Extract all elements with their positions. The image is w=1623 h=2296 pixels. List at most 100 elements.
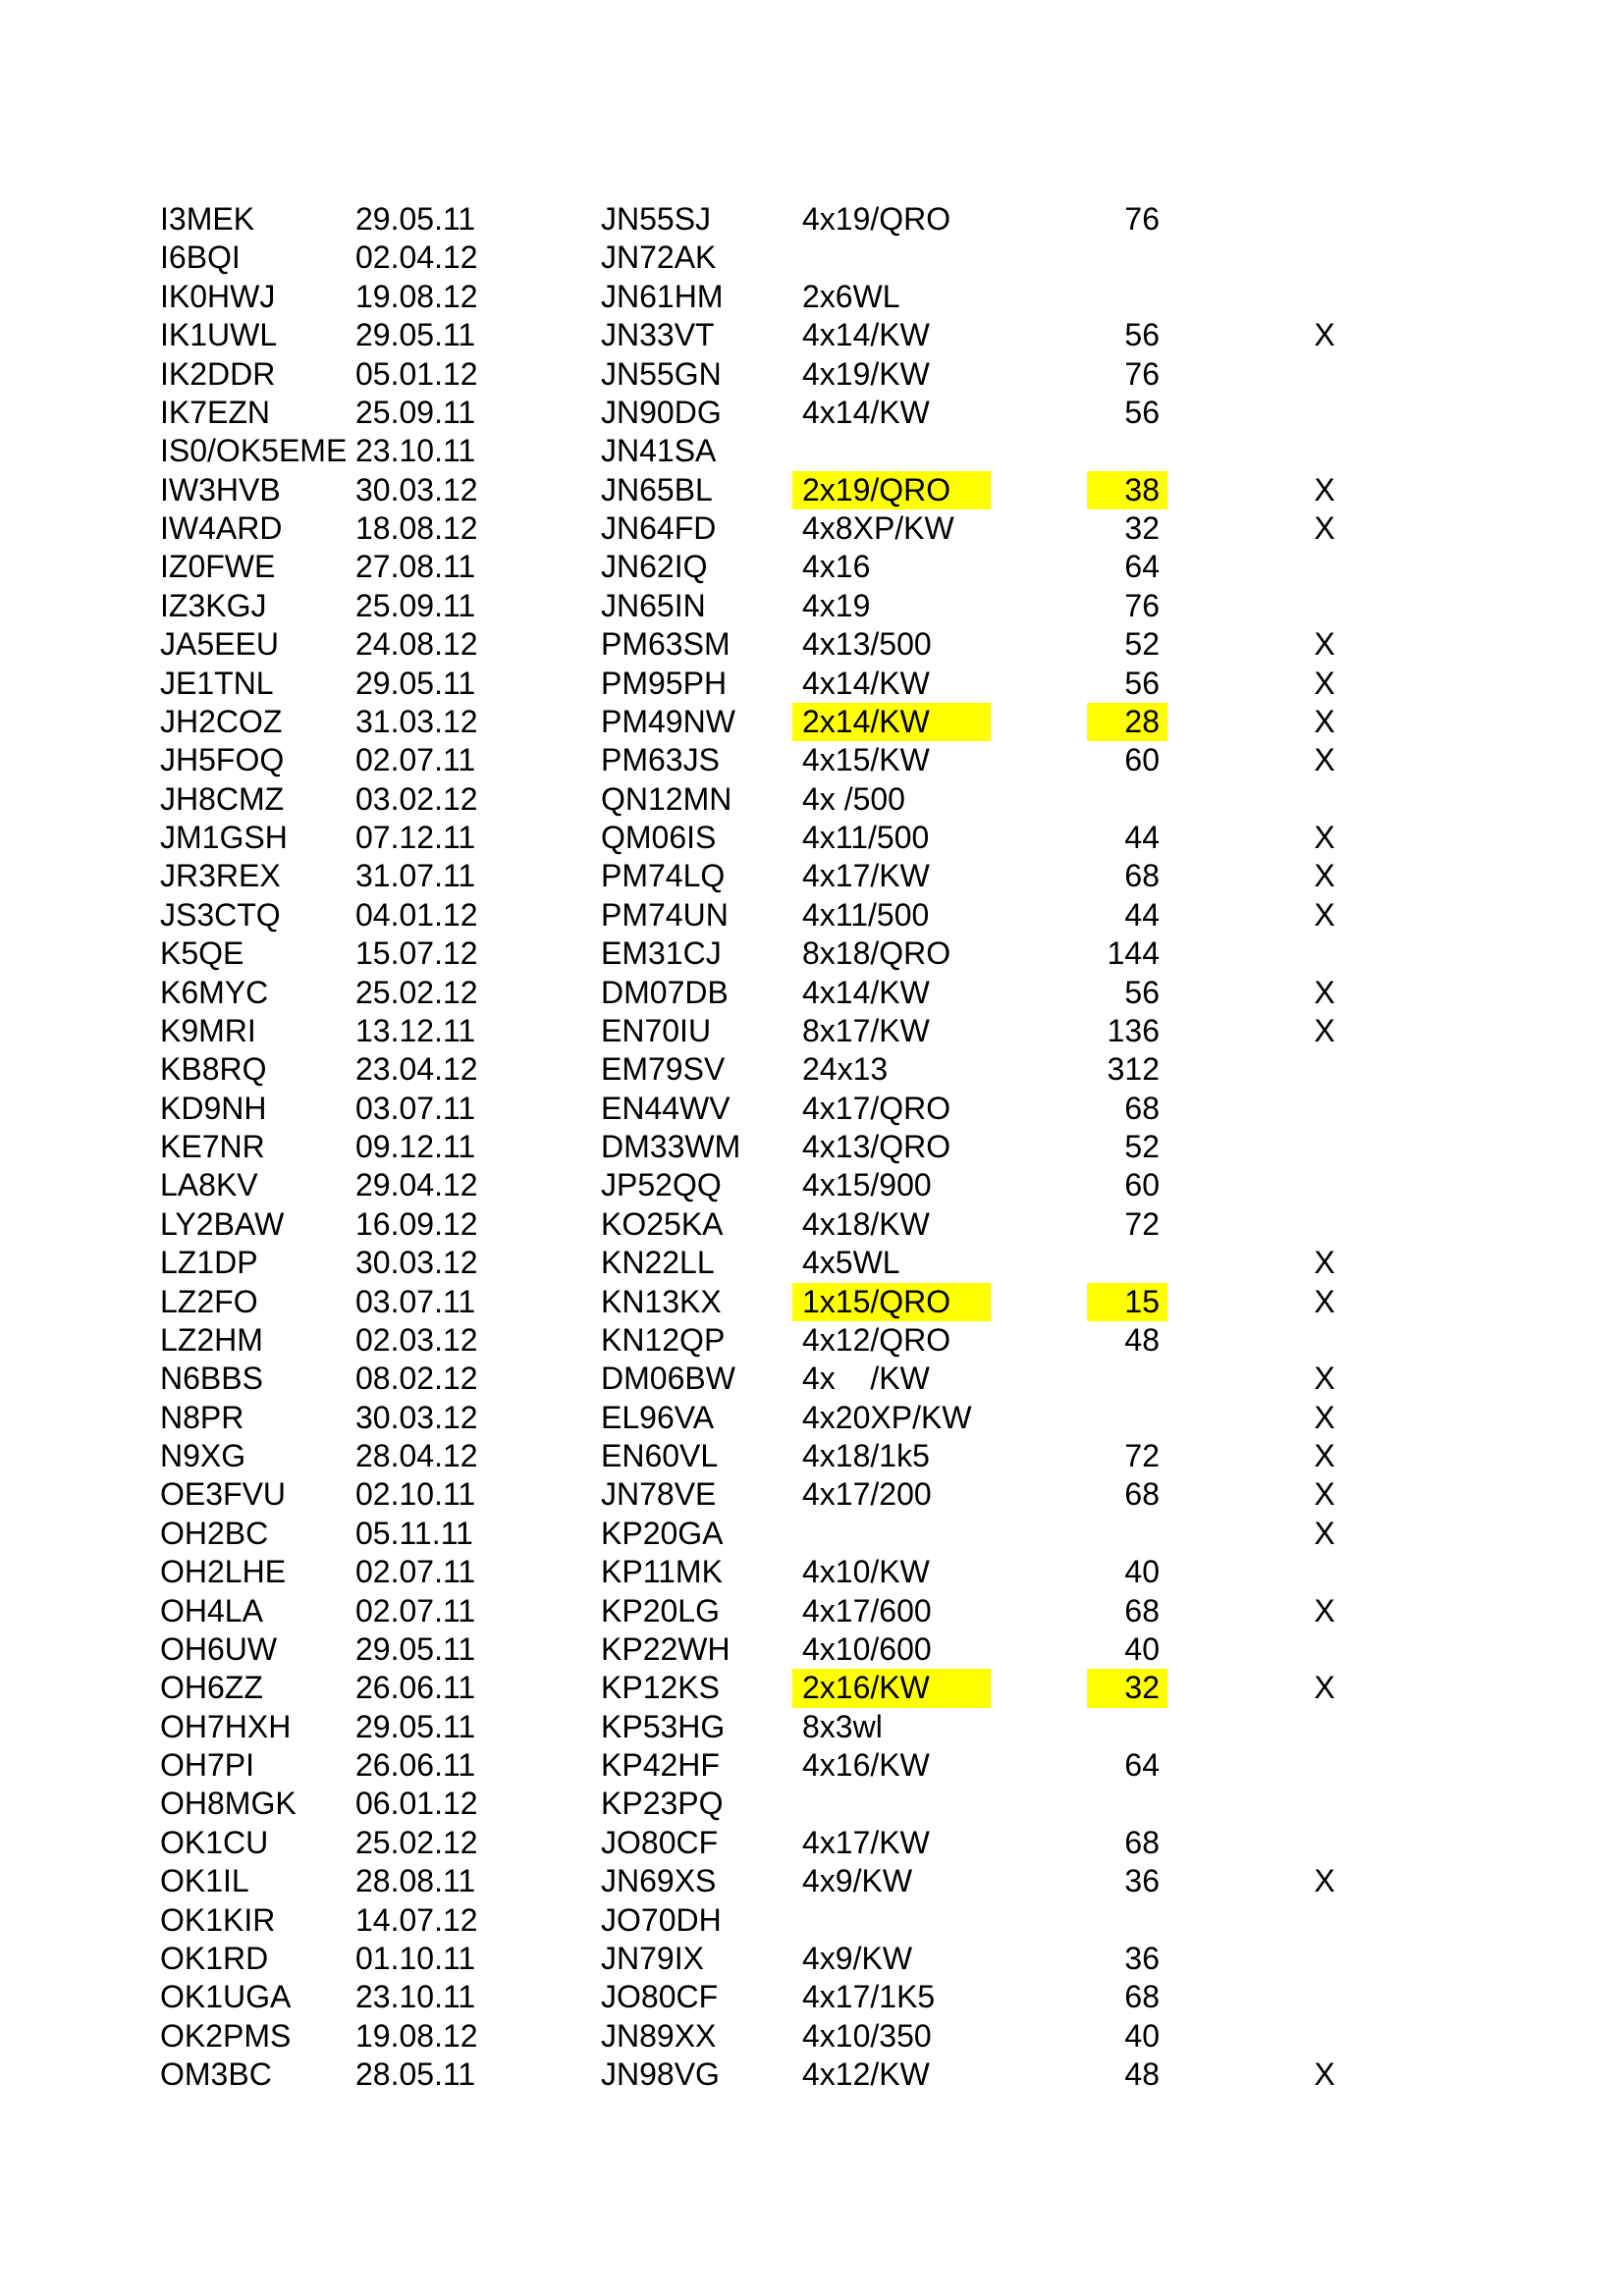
grid-locator-cell: PM74UN xyxy=(601,896,729,933)
table-row: K6MYC 25.02.12 DM07DB 4x14/KW 56 X xyxy=(0,974,1623,1012)
count-cell: 76 xyxy=(1124,201,1160,237)
date-cell: 01.10.11 xyxy=(355,1940,476,1976)
mark-cell: X xyxy=(1314,1476,1335,1513)
count-cell: 64 xyxy=(1124,549,1160,585)
callsign-cell: LZ1DP xyxy=(160,1245,258,1281)
mark-cell xyxy=(1305,1090,1344,1128)
callsign-cell: JE1TNL xyxy=(160,665,274,701)
antenna-power-cell: 4x11/500 xyxy=(802,820,930,855)
antenna-power-cell: 4x9/KW xyxy=(802,1863,913,1899)
mark-cell xyxy=(1305,394,1344,432)
antenna-power-cell: 4x17/KW xyxy=(802,858,930,894)
count-cell: 64 xyxy=(1124,1747,1160,1783)
table-row: IK2DDR 05.01.12 JN55GN 4x19/KW 76 xyxy=(0,355,1623,394)
mark-cell xyxy=(1305,432,1344,470)
count-cell xyxy=(1087,1360,1167,1398)
count-cell xyxy=(1087,278,1167,316)
callsign-cell: OK1CU xyxy=(160,1824,269,1860)
callsign-cell: JH5FOQ xyxy=(160,742,285,778)
table-row: LY2BAW 16.09.12 KO25KA 4x18/KW 72 xyxy=(0,1205,1623,1244)
date-cell: 05.01.12 xyxy=(355,355,478,392)
mark-cell: X xyxy=(1314,2056,1335,2092)
table-row: OK1IL 28.08.11 JN69XS 4x9/KW 36 X xyxy=(0,1862,1623,1900)
grid-locator-cell: JP52QQ xyxy=(601,1167,722,1203)
mark-cell: X xyxy=(1314,317,1335,353)
table-row: KE7NR 09.12.11 DM33WM 4x13/QRO 52 xyxy=(0,1128,1623,1166)
date-cell: 24.08.12 xyxy=(355,626,478,663)
callsign-cell: N8PR xyxy=(160,1399,244,1435)
date-cell: 08.02.12 xyxy=(355,1361,478,1397)
callsign-cell: OE3FVU xyxy=(160,1476,287,1513)
mark-cell xyxy=(1305,2017,1344,2056)
callsign-cell: KE7NR xyxy=(160,1129,265,1164)
grid-locator-cell: JO80CF xyxy=(601,1824,719,1860)
table-row: OE3FVU 02.10.11 JN78VE 4x17/200 68 X xyxy=(0,1475,1623,1514)
date-cell: 15.07.12 xyxy=(355,935,478,972)
grid-locator-cell: JN64FD xyxy=(601,510,717,546)
table-row: JS3CTQ 04.01.12 PM74UN 4x11/500 44 X xyxy=(0,896,1623,934)
callsign-cell: JH2COZ xyxy=(160,703,283,739)
mark-cell xyxy=(1305,1205,1344,1244)
grid-locator-cell: DM33WM xyxy=(601,1129,741,1164)
mark-cell: X xyxy=(1314,1012,1335,1048)
date-cell: 28.05.11 xyxy=(355,2056,476,2092)
grid-locator-cell: KP12KS xyxy=(601,1670,720,1706)
date-cell: 05.11.11 xyxy=(355,1515,473,1551)
mark-cell: X xyxy=(1314,703,1335,739)
date-cell: 25.09.11 xyxy=(355,394,476,430)
callsign-cell: OH2LHE xyxy=(160,1554,287,1590)
count-cell xyxy=(1087,1785,1167,1823)
grid-locator-cell: JN69XS xyxy=(601,1863,717,1899)
date-cell: 18.08.12 xyxy=(355,510,478,546)
antenna-power-cell: 4x14/KW xyxy=(802,317,930,353)
table-row: LA8KV 29.04.12 JP52QQ 4x15/900 60 xyxy=(0,1166,1623,1204)
mark-cell: X xyxy=(1314,510,1335,546)
antenna-power-cell: 4x18/KW xyxy=(802,1205,930,1242)
callsign-cell: JS3CTQ xyxy=(160,896,281,933)
antenna-power-cell: 2x14/KW xyxy=(792,702,991,742)
mark-cell: X xyxy=(1314,1515,1335,1551)
mark-cell: X xyxy=(1314,1361,1335,1397)
mark-cell: X xyxy=(1314,1670,1335,1706)
callsign-cell: K9MRI xyxy=(160,1012,256,1048)
antenna-power-cell: 4x19/QRO xyxy=(802,201,951,237)
antenna-power-cell: 4x20XP/KW xyxy=(802,1399,972,1435)
callsign-cell: N6BBS xyxy=(160,1361,263,1397)
date-cell: 28.08.11 xyxy=(355,1863,476,1899)
grid-locator-cell: DM07DB xyxy=(601,974,729,1010)
mark-cell xyxy=(1305,239,1344,277)
table-row: OK1UGA 23.10.11 JO80CF 4x17/1K5 68 xyxy=(0,1978,1623,2016)
callsign-cell: LZ2FO xyxy=(160,1283,258,1319)
callsign-cell: OH6ZZ xyxy=(160,1670,263,1706)
count-cell: 68 xyxy=(1124,1090,1160,1126)
antenna-power-cell: 2x6WL xyxy=(802,278,900,314)
antenna-power-cell: 4x13/500 xyxy=(802,626,932,663)
grid-locator-cell: PM74LQ xyxy=(601,858,726,894)
callsign-cell: OK1RD xyxy=(160,1940,269,1976)
table-row: JH5FOQ 02.07.11 PM63JS 4x15/KW 60 X xyxy=(0,741,1623,779)
count-cell: 56 xyxy=(1124,665,1160,701)
callsign-cell: IW3HVB xyxy=(160,471,281,507)
grid-locator-cell: KN12QP xyxy=(601,1321,726,1358)
mark-cell: X xyxy=(1314,974,1335,1010)
date-cell: 30.03.12 xyxy=(355,1245,478,1281)
count-cell xyxy=(1087,1708,1167,1746)
mark-cell: X xyxy=(1314,896,1335,933)
station-list-table: I3MEK 29.05.11 JN55SJ 4x19/QRO 76 I6BQI … xyxy=(0,200,1623,2094)
count-cell: 40 xyxy=(1124,1554,1160,1590)
antenna-power-cell: 4x14/KW xyxy=(802,974,930,1010)
grid-locator-cell: KP20LG xyxy=(601,1592,720,1629)
date-cell: 02.07.11 xyxy=(355,742,476,778)
table-row: K5QE 15.07.12 EM31CJ 8x18/QRO 144 xyxy=(0,934,1623,973)
callsign-cell: IK0HWJ xyxy=(160,278,276,314)
mark-cell xyxy=(1305,1746,1344,1785)
grid-locator-cell: DM06BW xyxy=(601,1361,735,1397)
count-cell: 32 xyxy=(1124,510,1160,546)
mark-cell xyxy=(1305,1785,1344,1823)
table-row: IS0/OK5EME 23.10.11 JN41SA xyxy=(0,432,1623,470)
grid-locator-cell: KN22LL xyxy=(601,1245,715,1281)
count-cell: 72 xyxy=(1124,1438,1160,1473)
callsign-cell: IS0/OK5EME xyxy=(160,433,348,469)
antenna-power-cell: 4x10/KW xyxy=(802,1554,930,1590)
date-cell: 07.12.11 xyxy=(355,820,476,855)
